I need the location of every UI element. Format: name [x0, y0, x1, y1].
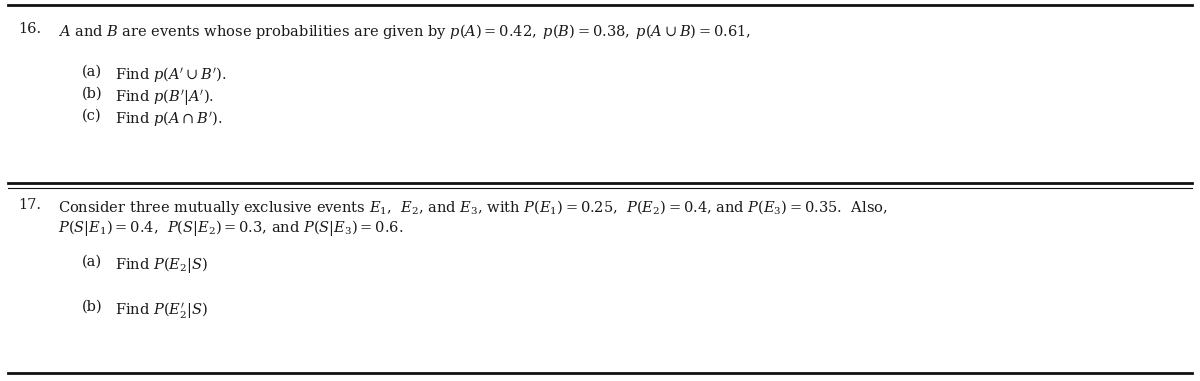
Text: (b): (b): [82, 87, 103, 101]
Text: (b): (b): [82, 300, 103, 314]
Text: 17.: 17.: [18, 198, 41, 212]
Text: (a): (a): [82, 65, 102, 79]
Text: 16.: 16.: [18, 22, 41, 36]
Text: $P(S|E_1) = 0.4$,  $P(S|E_2) = 0.3$, and $P(S|E_3) = 0.6$.: $P(S|E_1) = 0.4$, $P(S|E_2) = 0.3$, and …: [58, 218, 403, 238]
Text: $A$ and $B$ are events whose probabilities are given by $p(A) = 0.42,\; p(B) = 0: $A$ and $B$ are events whose probabiliti…: [58, 22, 751, 41]
Text: Find $p(A\cap B')$.: Find $p(A\cap B')$.: [115, 109, 223, 128]
Text: Find $P(E_2|S)$: Find $P(E_2|S)$: [115, 255, 208, 275]
Text: Consider three mutually exclusive events $E_1$,  $E_2$, and $E_3$, with $P(E_1) : Consider three mutually exclusive events…: [58, 198, 888, 217]
Text: (a): (a): [82, 255, 102, 269]
Text: Find $p(B'|A')$.: Find $p(B'|A')$.: [115, 87, 214, 107]
Text: (c): (c): [82, 109, 102, 123]
Text: Find $P(E_2^{\prime}|S)$: Find $P(E_2^{\prime}|S)$: [115, 300, 208, 320]
Text: Find $p(A'\cup B')$.: Find $p(A'\cup B')$.: [115, 65, 227, 84]
